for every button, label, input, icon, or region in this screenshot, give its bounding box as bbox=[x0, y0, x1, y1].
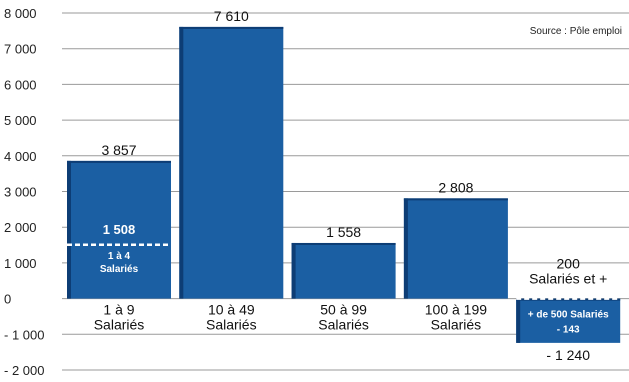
source-note: Source : Pôle emploi bbox=[530, 26, 622, 37]
category-label: Salariés bbox=[206, 317, 257, 333]
sub-marker-label: Salariés bbox=[100, 264, 139, 275]
value-label: 7 610 bbox=[214, 8, 249, 24]
y-tick-label: 4 000 bbox=[4, 149, 37, 164]
category-label: Salariés bbox=[318, 317, 369, 333]
sub-marker-value: 1 508 bbox=[103, 222, 136, 237]
y-tick-label: 5 000 bbox=[4, 113, 37, 128]
category-label: 200 bbox=[557, 256, 581, 272]
value-label: 3 857 bbox=[101, 142, 136, 158]
sub-marker-label: 1 à 4 bbox=[108, 251, 131, 262]
bar-edge bbox=[403, 198, 408, 299]
y-axis-ticks: 8 000 7 000 6 000 5 000 4 000 3 000 2 000 1 000… bbox=[4, 6, 44, 378]
sub-marker-value: - 143 bbox=[557, 325, 580, 336]
y-tick-label: 8 000 bbox=[4, 6, 37, 21]
bar-top-edge bbox=[403, 198, 508, 201]
bar-top-edge bbox=[67, 160, 171, 163]
value-label: - 1 240 bbox=[546, 347, 590, 363]
bar bbox=[516, 298, 621, 343]
bar bbox=[67, 160, 171, 299]
sub-marker-label: + de 500 Salariés bbox=[528, 310, 609, 321]
bar-edge bbox=[179, 26, 184, 299]
value-label: 2 808 bbox=[438, 179, 473, 195]
y-tick-label: 1 000 bbox=[4, 256, 37, 271]
category-label: 50 à 99 bbox=[320, 302, 367, 318]
y-tick-label: 6 000 bbox=[4, 77, 37, 92]
y-tick-label: 3 000 bbox=[4, 185, 37, 200]
category-label: Salariés et + bbox=[529, 271, 607, 287]
category-label: Salariés bbox=[431, 317, 482, 333]
value-label: 1 558 bbox=[326, 224, 361, 240]
bar-edge bbox=[291, 242, 296, 299]
category-label: Salariés bbox=[94, 317, 145, 333]
bar-top-edge bbox=[291, 242, 396, 245]
bar bbox=[179, 26, 284, 299]
category-label: 100 à 199 bbox=[425, 302, 487, 318]
category-label: 1 à 9 bbox=[103, 302, 134, 318]
bar-top-edge bbox=[179, 26, 284, 29]
y-tick-label: 7 000 bbox=[4, 42, 37, 57]
bar bbox=[291, 242, 396, 299]
bar bbox=[403, 198, 508, 299]
bar-edge bbox=[67, 160, 71, 299]
y-tick-label: - 2 000 bbox=[4, 363, 44, 378]
bars bbox=[67, 26, 621, 343]
y-tick-label: - 1 000 bbox=[4, 327, 44, 342]
category-label: 10 à 49 bbox=[208, 302, 255, 318]
y-tick-label: 2 000 bbox=[4, 220, 37, 235]
bar-edge bbox=[516, 298, 521, 343]
y-tick-label: 0 bbox=[4, 292, 11, 307]
